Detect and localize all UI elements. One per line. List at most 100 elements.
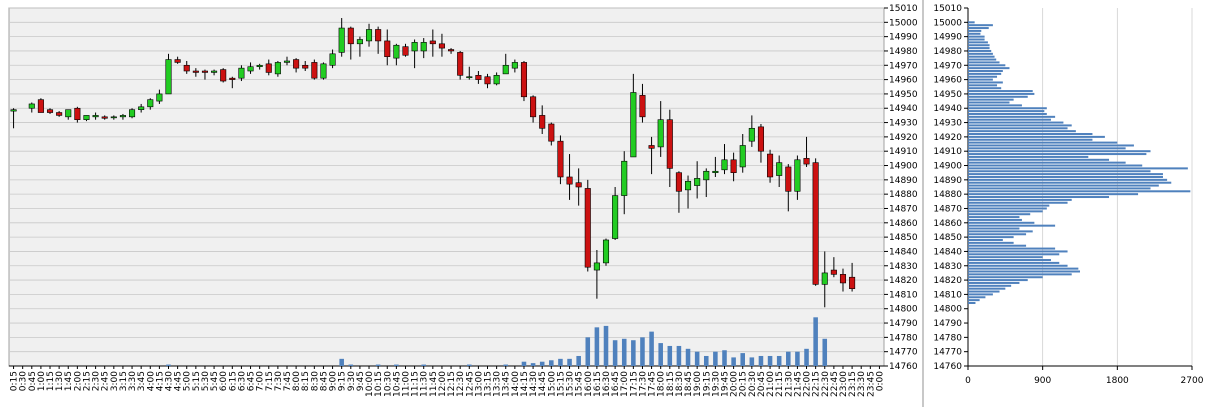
x-tick-label: 14:30 [529, 371, 539, 397]
profile-bar [968, 27, 989, 30]
x-tick-label: 16:15 [593, 371, 603, 397]
profile-bar [968, 270, 1080, 273]
x-tick-label: 10:00 [365, 371, 375, 397]
x-tick-label: 9:45 [356, 371, 366, 391]
candle-body [694, 178, 701, 186]
profile-bar [968, 41, 988, 44]
x-tick-label: 15:45 [575, 371, 585, 397]
y-tick-label: 14790 [889, 319, 918, 329]
x-tick-label: 17:45 [648, 371, 658, 397]
x-tick-label: 23:15 [848, 371, 858, 397]
candle-body [739, 145, 746, 168]
profile-bar [968, 216, 1020, 219]
x-tick-label: 19:15 [702, 371, 712, 397]
profile-bar [968, 167, 1188, 170]
profile-bar [968, 78, 993, 81]
candle-body [757, 126, 764, 152]
candle-body [384, 40, 391, 57]
candle-body [329, 53, 336, 66]
candle-body [74, 107, 81, 120]
candle-body [839, 274, 847, 284]
y-tick-label: 14780 [889, 333, 918, 343]
volume-bar [649, 331, 654, 366]
profile-y-tick-label: 14880 [933, 190, 962, 200]
candle-body [602, 239, 610, 264]
x-tick-label: 19:00 [693, 371, 703, 397]
volume-bar [567, 358, 572, 366]
profile-bar [968, 158, 1110, 161]
candle-body [302, 64, 309, 69]
candle-body [448, 49, 455, 52]
x-tick-label: 20:45 [757, 371, 767, 397]
profile-bar [968, 55, 995, 58]
profile-y-tick-label: 14800 [933, 305, 962, 315]
profile-bar [968, 72, 1002, 75]
x-tick-label: 21:00 [766, 371, 776, 397]
y-tick-label: 14960 [889, 76, 918, 86]
x-tick-label: 3:30 [128, 371, 138, 391]
x-tick-label: 1:45 [64, 371, 74, 391]
candle-body [511, 62, 518, 69]
y-tick-label: 15000 [889, 18, 918, 28]
candle-body [821, 272, 828, 285]
candle-body [493, 75, 500, 85]
profile-y-tick-label: 14990 [933, 33, 962, 43]
profile-bar [968, 121, 1064, 124]
profile-y-tick-label: 14760 [933, 362, 962, 372]
candle-body [776, 162, 783, 176]
profile-x-tick-label: 0 [965, 376, 971, 386]
candle-body [238, 67, 245, 79]
x-tick-label: 11:45 [429, 371, 439, 397]
profile-bar [968, 193, 1139, 196]
x-tick-label: 9:00 [329, 371, 339, 391]
candle-body [767, 153, 774, 178]
volume-bar [467, 364, 472, 366]
x-tick-label: 5:30 [201, 371, 211, 391]
profile-bar [968, 301, 976, 304]
x-tick-label: 8:15 [301, 371, 311, 391]
profile-bar [968, 133, 1093, 136]
y-tick-label: 14870 [889, 204, 918, 214]
profile-bar [968, 170, 1151, 173]
candle-body [621, 160, 628, 196]
profile-bar [968, 44, 990, 47]
profile-bar [968, 115, 1056, 118]
y-tick-label: 14840 [889, 247, 918, 257]
profile-bar [968, 112, 1047, 115]
x-tick-label: 20:30 [748, 371, 758, 397]
x-tick-label: 3:00 [110, 371, 120, 391]
profile-bar [968, 130, 1076, 133]
x-tick-label: 9:15 [338, 371, 348, 391]
candle-body [92, 115, 99, 118]
x-tick-label: 17:00 [620, 371, 630, 397]
profile-bar [968, 95, 1028, 98]
candle-body [65, 109, 72, 118]
x-tick-label: 15:15 [556, 371, 566, 397]
profile-bar [968, 247, 1056, 250]
profile-y-tick-label: 14970 [933, 61, 962, 71]
volume-bar [621, 338, 627, 366]
profile-bar [968, 296, 986, 299]
profile-bar [968, 104, 1022, 107]
x-tick-label: 3:45 [137, 371, 147, 391]
y-tick-label: 14860 [889, 219, 918, 229]
profile-bar [968, 213, 1031, 216]
profile-x-tick-label: 2700 [1181, 376, 1204, 386]
profile-bar [968, 161, 1126, 164]
x-tick-label: 6:15 [228, 371, 238, 391]
candle-body [685, 180, 692, 191]
candle-body [183, 64, 190, 72]
x-tick-label: 6:45 [247, 371, 257, 391]
profile-bar [968, 127, 1068, 130]
profile-y-tick-label: 14910 [933, 147, 962, 157]
profile-bar [968, 230, 1033, 233]
volume-bar [348, 364, 354, 366]
candle-body [502, 64, 509, 75]
x-tick-label: 22:30 [821, 371, 831, 397]
profile-y-tick-label: 14810 [933, 290, 962, 300]
profile-bar [968, 204, 1050, 207]
profile-bar [968, 181, 1172, 184]
candle-body [192, 70, 199, 73]
profile-bar [968, 201, 1068, 204]
x-tick-label: 21:15 [775, 371, 785, 397]
